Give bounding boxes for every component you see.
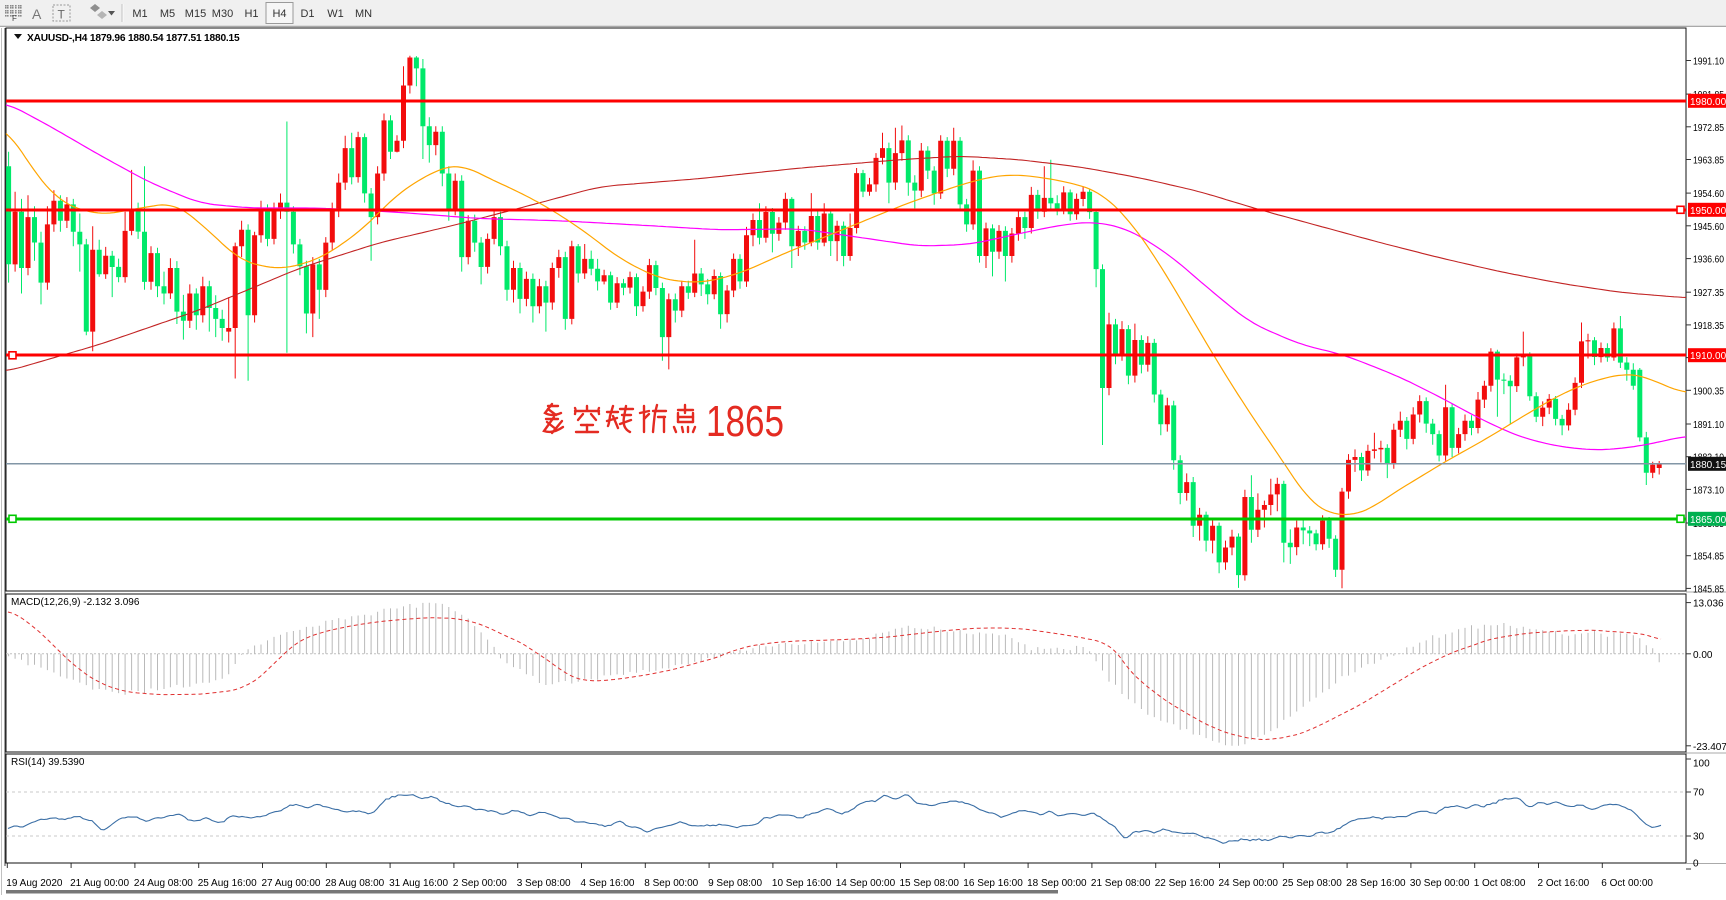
svg-text:18 Sep 00:00: 18 Sep 00:00 [1027,878,1087,889]
svg-text:0: 0 [1693,859,1699,870]
svg-text:1880.15: 1880.15 [1690,460,1726,471]
svg-text:2 Sep 00:00: 2 Sep 00:00 [453,878,507,889]
svg-text:70: 70 [1693,788,1705,799]
svg-text:25 Sep 08:00: 25 Sep 08:00 [1282,878,1342,889]
svg-text:15 Sep 08:00: 15 Sep 08:00 [900,878,960,889]
svg-text:1910.00: 1910.00 [1690,351,1726,362]
svg-text:1891.10: 1891.10 [1693,420,1724,431]
svg-text:16 Sep 16:00: 16 Sep 16:00 [963,878,1023,889]
svg-text:M1: M1 [132,8,147,20]
svg-text:1865.00: 1865.00 [1690,515,1726,526]
svg-text:24 Sep 00:00: 24 Sep 00:00 [1219,878,1279,889]
svg-text:25 Aug 16:00: 25 Aug 16:00 [198,878,257,889]
svg-text:-23.407: -23.407 [1693,742,1726,753]
svg-text:22 Sep 16:00: 22 Sep 16:00 [1155,878,1215,889]
svg-text:3 Sep 08:00: 3 Sep 08:00 [517,878,571,889]
svg-text:1980.00: 1980.00 [1690,97,1726,108]
svg-text:1873.10: 1873.10 [1693,485,1724,496]
svg-text:10 Sep 16:00: 10 Sep 16:00 [772,878,832,889]
svg-text:1950.00: 1950.00 [1690,206,1726,217]
svg-text:T: T [58,8,66,22]
svg-text:1845.85: 1845.85 [1693,584,1724,595]
svg-text:M30: M30 [212,8,233,20]
svg-text:2 Oct 16:00: 2 Oct 16:00 [1538,878,1590,889]
svg-text:24 Aug 08:00: 24 Aug 08:00 [134,878,193,889]
svg-text:100: 100 [1693,759,1710,770]
svg-text:M15: M15 [185,8,206,20]
svg-text:W1: W1 [327,8,344,20]
svg-text:M5: M5 [160,8,175,20]
svg-text:1927.35: 1927.35 [1693,288,1724,299]
svg-text:31 Aug 16:00: 31 Aug 16:00 [389,878,448,889]
svg-text:28 Aug 08:00: 28 Aug 08:00 [325,878,384,889]
svg-text:MACD(12,26,9) -2.132 3.096: MACD(12,26,9) -2.132 3.096 [11,597,140,608]
svg-text:8 Sep 00:00: 8 Sep 00:00 [644,878,698,889]
svg-text:27 Aug 00:00: 27 Aug 00:00 [262,878,321,889]
svg-text:H1: H1 [244,8,258,20]
svg-text:1854.85: 1854.85 [1693,552,1724,563]
svg-text:21 Sep 08:00: 21 Sep 08:00 [1091,878,1151,889]
svg-text:RSI(14) 39.5390: RSI(14) 39.5390 [11,757,85,768]
svg-text:1918.35: 1918.35 [1693,321,1724,332]
svg-text:14 Sep 00:00: 14 Sep 00:00 [836,878,896,889]
svg-text:19 Aug 2020: 19 Aug 2020 [6,878,63,889]
svg-text:A: A [32,6,42,22]
svg-text:13.036: 13.036 [1693,599,1724,610]
svg-text:1954.60: 1954.60 [1693,189,1724,200]
svg-text:1963.85: 1963.85 [1693,156,1724,167]
svg-text:6 Oct 00:00: 6 Oct 00:00 [1601,878,1653,889]
svg-text:1991.10: 1991.10 [1693,57,1724,68]
svg-text:30 Sep 00:00: 30 Sep 00:00 [1410,878,1470,889]
svg-text:1900.35: 1900.35 [1693,386,1724,397]
svg-text:F: F [12,14,17,23]
svg-text:1945.60: 1945.60 [1693,222,1724,233]
svg-text:0.00: 0.00 [1693,650,1713,661]
svg-text:9 Sep 08:00: 9 Sep 08:00 [708,878,762,889]
svg-text:30: 30 [1693,832,1705,843]
svg-text:21 Aug 00:00: 21 Aug 00:00 [70,878,129,889]
svg-text:XAUUSD-,H4 1879.96 1880.54 18: XAUUSD-,H4 1879.96 1880.54 1877.51 1880.… [27,33,240,44]
svg-text:1 Oct 08:00: 1 Oct 08:00 [1474,878,1526,889]
svg-text:MN: MN [355,8,372,20]
svg-text:28 Sep 16:00: 28 Sep 16:00 [1346,878,1406,889]
svg-text:1972.85: 1972.85 [1693,123,1724,134]
svg-text:H4: H4 [272,8,286,20]
svg-text:1865: 1865 [706,397,784,446]
svg-text:1936.60: 1936.60 [1693,255,1724,266]
svg-text:4 Sep 16:00: 4 Sep 16:00 [581,878,635,889]
svg-text:D1: D1 [300,8,314,20]
